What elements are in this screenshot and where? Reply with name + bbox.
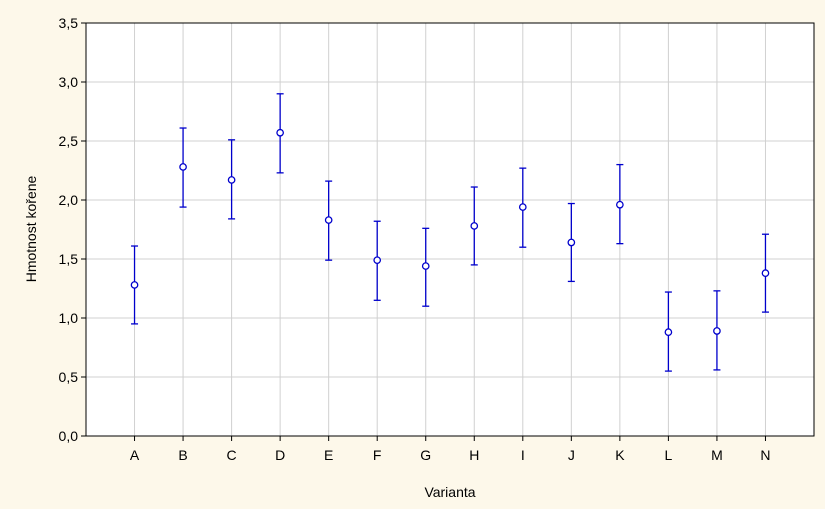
x-axis-label: Varianta xyxy=(424,484,475,500)
y-tick-label: 2,5 xyxy=(59,133,79,149)
plot-area xyxy=(86,23,814,436)
y-tick-label: 3,5 xyxy=(59,15,79,31)
x-tick-label: N xyxy=(760,447,770,463)
tick-labels: 0,0 0,5 1,0 1,5 2,0 2,5 3,0 3,5 A B C D E F G H I J K L M N xyxy=(59,15,771,463)
x-tick-label: F xyxy=(373,447,382,463)
mean-point xyxy=(761,269,770,278)
error-bar-d xyxy=(276,93,284,174)
x-tick-label: K xyxy=(615,447,625,463)
mean-point xyxy=(518,203,527,211)
mean-point xyxy=(713,327,721,335)
mean-point xyxy=(130,281,139,289)
y-tick-label: 1,0 xyxy=(59,310,79,326)
error-bar-n xyxy=(761,233,770,313)
y-tick-label: 0,0 xyxy=(59,428,79,444)
x-tick-label: G xyxy=(420,447,431,463)
error-bar-i xyxy=(518,167,527,248)
error-bar-series xyxy=(130,93,770,372)
error-bar-c xyxy=(227,139,236,220)
y-tick-label: 2,0 xyxy=(59,192,79,208)
error-bar-h xyxy=(470,186,479,266)
mean-point xyxy=(616,200,624,209)
x-tick-label: I xyxy=(521,447,525,463)
y-tick-label: 0,5 xyxy=(59,369,79,385)
mean-point xyxy=(567,238,576,247)
error-bar-l xyxy=(664,291,673,372)
error-bar-e xyxy=(324,180,333,261)
mean-point xyxy=(276,128,284,137)
error-bar-j xyxy=(567,202,576,283)
mean-point xyxy=(470,222,479,230)
x-tick-label: E xyxy=(324,447,333,463)
x-tick-label: D xyxy=(275,447,285,463)
error-bar-g xyxy=(421,227,430,307)
axes xyxy=(81,22,815,441)
y-tick-label: 3,0 xyxy=(59,74,79,90)
mean-point xyxy=(373,256,382,265)
error-bar-a xyxy=(130,245,139,325)
x-tick-label: A xyxy=(130,447,140,463)
x-tick-label: H xyxy=(469,447,479,463)
y-tick-label: 1,5 xyxy=(59,251,79,267)
mean-point xyxy=(227,176,236,184)
mean-point xyxy=(421,262,430,270)
error-bar-k xyxy=(616,163,624,245)
x-tick-label: L xyxy=(665,447,673,463)
y-axis-label: Hmotnost kořene xyxy=(23,175,39,282)
mean-point xyxy=(324,216,333,224)
plot-frame xyxy=(85,22,815,437)
error-bar-m xyxy=(713,290,721,371)
mean-point xyxy=(179,163,187,171)
x-tick-label: M xyxy=(711,447,723,463)
mean-point xyxy=(664,328,673,337)
x-tick-label: J xyxy=(568,447,575,463)
error-bar-b xyxy=(179,127,187,208)
x-tick-label: B xyxy=(178,447,187,463)
x-tick-label: C xyxy=(227,447,237,463)
error-bar-f xyxy=(373,220,382,301)
